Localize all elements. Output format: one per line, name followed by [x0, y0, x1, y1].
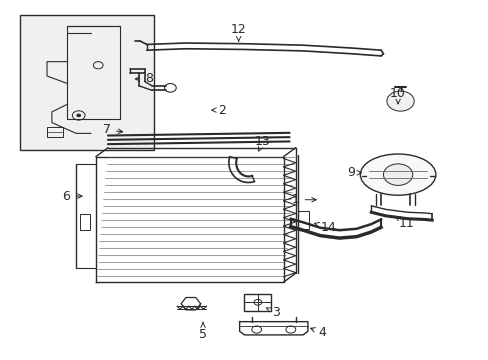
Bar: [47, 127, 62, 137]
Text: 7: 7: [103, 123, 122, 136]
Text: 6: 6: [62, 190, 82, 203]
Text: 14: 14: [314, 221, 336, 234]
Text: 3: 3: [266, 306, 280, 319]
Bar: [80, 214, 90, 230]
Text: 1: 1: [291, 193, 316, 206]
Bar: [66, 26, 120, 119]
Bar: [298, 211, 308, 229]
Text: 8: 8: [135, 72, 153, 85]
Text: 13: 13: [255, 135, 270, 151]
Circle shape: [383, 164, 412, 185]
Text: 4: 4: [310, 326, 326, 339]
Ellipse shape: [360, 154, 435, 195]
Bar: [20, 15, 154, 149]
Text: 5: 5: [199, 323, 206, 341]
Circle shape: [386, 91, 413, 111]
Bar: [244, 294, 271, 311]
Circle shape: [76, 114, 81, 117]
Text: 10: 10: [389, 87, 405, 104]
Text: 2: 2: [211, 104, 226, 117]
Text: 12: 12: [230, 23, 246, 41]
Text: 9: 9: [346, 166, 361, 179]
Text: 11: 11: [395, 216, 413, 230]
